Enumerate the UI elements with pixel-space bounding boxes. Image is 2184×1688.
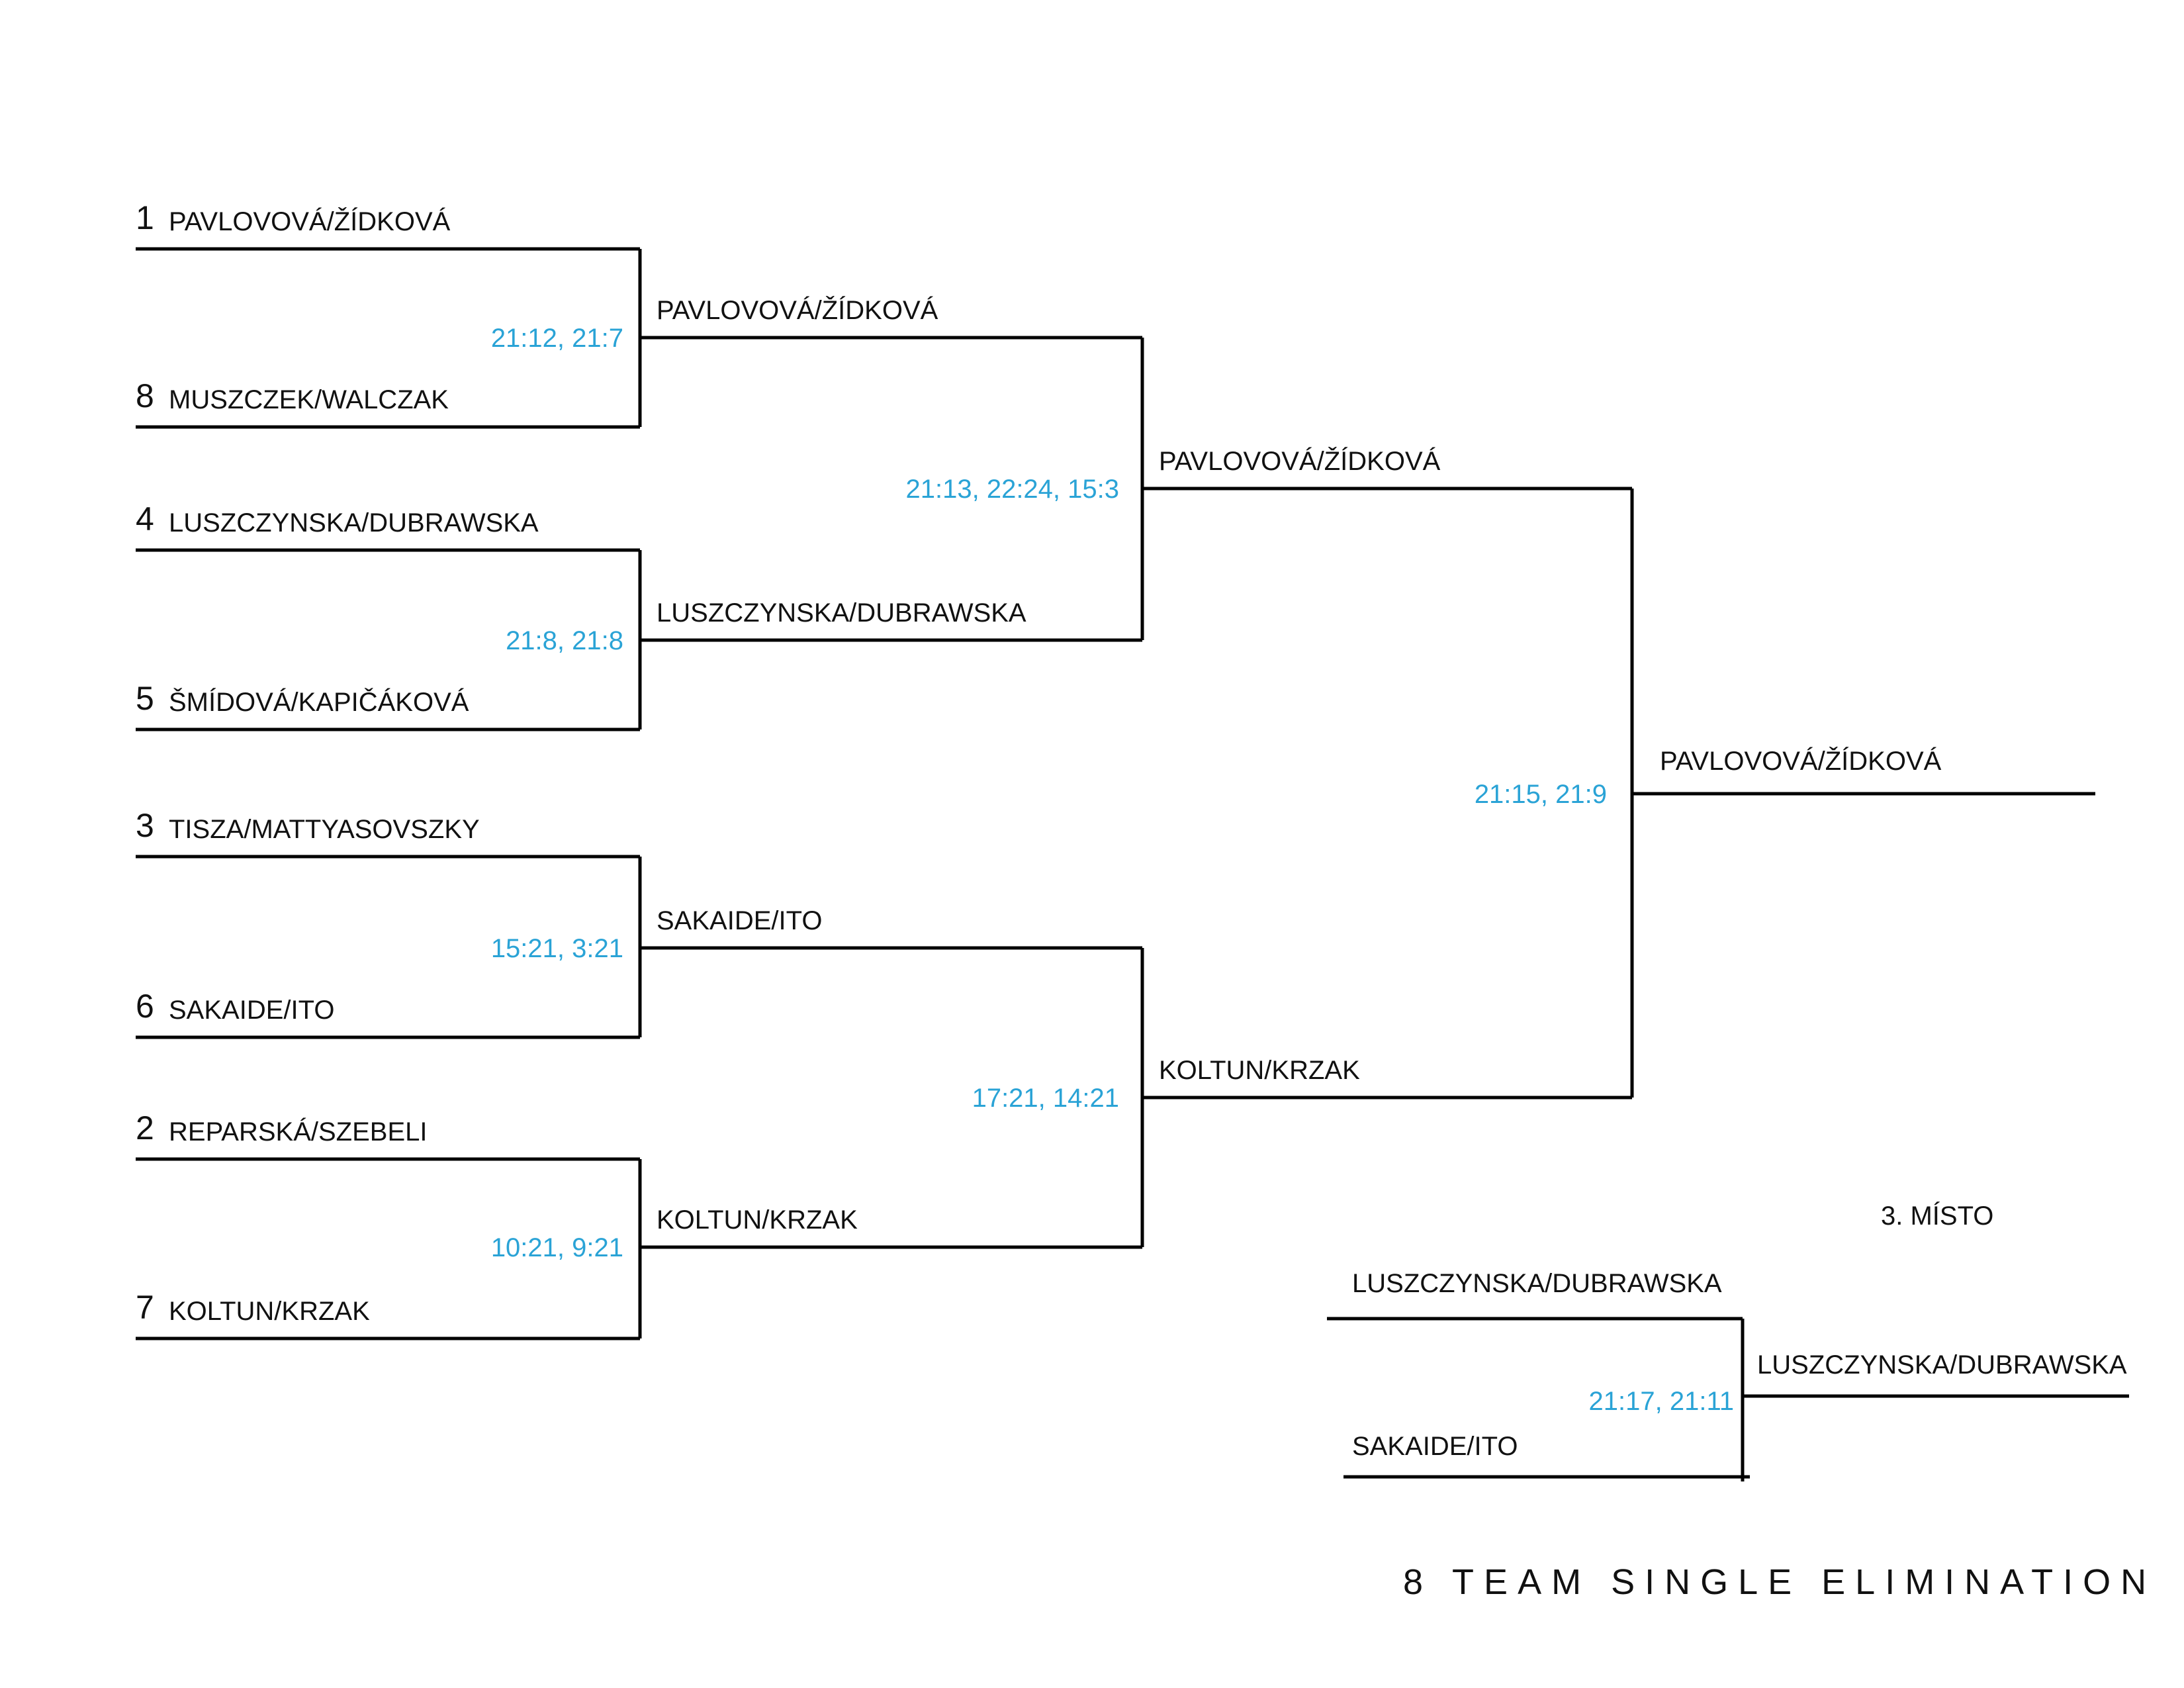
seed-number: 4 (136, 500, 154, 538)
team-name: KOLTUN/KRZAK (169, 1297, 370, 1326)
team-name: PAVLOVOVÁ/ŽÍDKOVÁ (657, 295, 938, 325)
team-name: SAKAIDE/ITO (657, 906, 822, 935)
match-score: 15:21, 3:21 (491, 934, 623, 963)
team-name: KOLTUN/KRZAK (1159, 1056, 1360, 1085)
match-score: 21:8, 21:8 (506, 626, 623, 655)
seed-number: 7 (136, 1289, 154, 1326)
team-name: KOLTUN/KRZAK (657, 1205, 858, 1235)
seed-number: 8 (136, 377, 154, 414)
bracket-lines (136, 247, 2129, 1481)
match-score: 17:21, 14:21 (972, 1084, 1119, 1113)
team-name: SAKAIDE/ITO (169, 996, 334, 1025)
final-score: 21:15, 21:9 (1475, 780, 1607, 809)
team-name: LUSZCZYNSKA/DUBRAWSKA (169, 508, 539, 538)
team-name: PAVLOVOVÁ/ŽÍDKOVÁ (169, 207, 451, 236)
team-name: LUSZCZYNSKA/DUBRAWSKA (1352, 1269, 1722, 1298)
team-name: MUSZCZEK/WALCZAK (169, 385, 449, 414)
bracket-labels: 1 PAVLOVOVÁ/ŽÍDKOVÁ 8 MUSZCZEK/WALCZAK 4 LUSZ… (136, 199, 2127, 1461)
third-place-winner-name: LUSZCZYNSKA/DUBRAWSKA (1757, 1350, 2127, 1380)
match-score: 21:12, 21:7 (491, 324, 623, 353)
team-name: SAKAIDE/ITO (1352, 1432, 1518, 1461)
champion-name: PAVLOVOVÁ/ŽÍDKOVÁ (1660, 746, 1942, 776)
match-score: 21:17, 21:11 (1589, 1387, 1734, 1416)
seed-number: 5 (136, 680, 154, 717)
seed-number: 1 (136, 199, 154, 236)
seed-number: 6 (136, 988, 154, 1025)
third-place-label: 3. MÍSTO (1881, 1201, 1993, 1231)
team-name: TISZA/MATTYASOVSZKY (169, 815, 480, 844)
match-score: 21:13, 22:24, 15:3 (906, 475, 1120, 504)
team-name: ŠMÍDOVÁ/KAPIČÁKOVÁ (169, 687, 469, 717)
match-score: 10:21, 9:21 (491, 1233, 623, 1262)
seed-number: 3 (136, 807, 154, 844)
bracket-title: 8 TEAM SINGLE ELIMINATION (1403, 1562, 2156, 1602)
seed-number: 2 (136, 1109, 154, 1147)
team-name: LUSZCZYNSKA/DUBRAWSKA (657, 598, 1026, 628)
team-name: PAVLOVOVÁ/ŽÍDKOVÁ (1159, 446, 1441, 476)
team-name: REPARSKÁ/SZEBELI (169, 1117, 428, 1147)
